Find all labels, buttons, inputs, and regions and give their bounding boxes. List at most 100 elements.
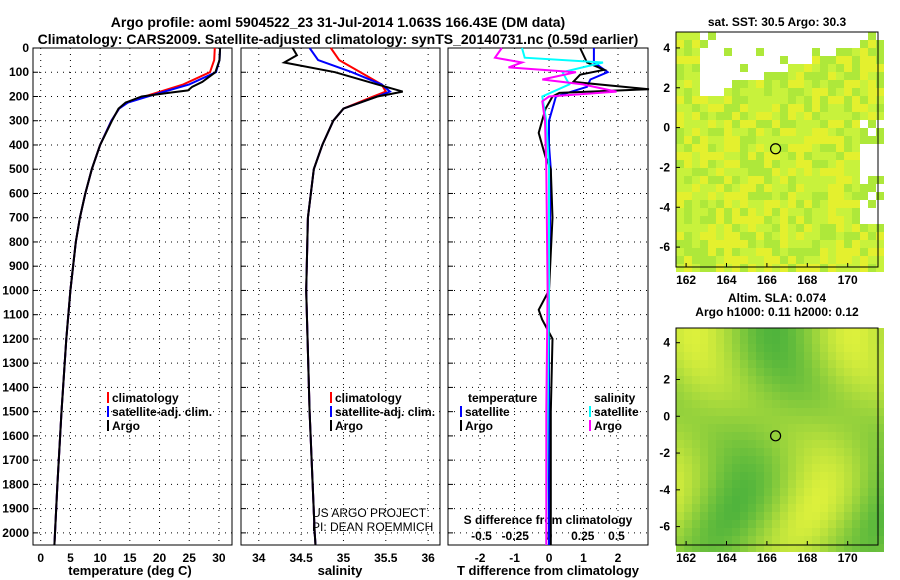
map-cell [724, 352, 732, 360]
map-cell [860, 88, 868, 96]
map-cell [764, 480, 772, 488]
map-cell [820, 240, 828, 248]
map-cell [684, 336, 692, 344]
map-cell [764, 416, 772, 424]
legend-label: climatology [112, 391, 179, 405]
map-cell [812, 64, 820, 72]
map-cell [876, 240, 884, 248]
map-cell [700, 160, 708, 168]
map-cell [812, 200, 820, 208]
map-cell [692, 408, 700, 416]
map-cell [868, 80, 876, 88]
map-cell [764, 456, 772, 464]
map-cell [844, 232, 852, 240]
map-cell [804, 496, 812, 504]
map-cell [740, 152, 748, 160]
map-cell [868, 400, 876, 408]
map-cell [828, 360, 836, 368]
map-cell [788, 264, 796, 272]
map-cell [804, 416, 812, 424]
map-cell [708, 192, 716, 200]
map-cell [740, 104, 748, 112]
map-cell [692, 472, 700, 480]
map-cell [716, 240, 724, 248]
map-cell [756, 504, 764, 512]
map-cell [676, 448, 684, 456]
map-cell [748, 160, 756, 168]
map-cell [684, 64, 692, 72]
map-cell [684, 120, 692, 128]
map-cell [748, 96, 756, 104]
map-cell [780, 72, 788, 80]
map-cell [732, 128, 740, 136]
map-cell [740, 520, 748, 528]
map-cell [876, 408, 884, 416]
map-ytick-label: -6 [659, 240, 670, 254]
map-cell [860, 496, 868, 504]
map-cell [788, 544, 796, 552]
map-cell [708, 224, 716, 232]
map-cell [812, 128, 820, 136]
map-cell [772, 464, 780, 472]
map-cell [740, 64, 748, 72]
map-cell [764, 544, 772, 552]
map-cell [804, 464, 812, 472]
map-cell [756, 384, 764, 392]
map-cell [732, 352, 740, 360]
map-cell [868, 376, 876, 384]
map-cell [804, 344, 812, 352]
map-cell [708, 96, 716, 104]
map-cell [740, 144, 748, 152]
map-cell [756, 104, 764, 112]
map-cell [852, 392, 860, 400]
map-cell [724, 176, 732, 184]
map-cell [716, 488, 724, 496]
map-cell [724, 536, 732, 544]
legend-label: satellite-adj. clim. [335, 405, 435, 419]
map-cell [708, 208, 716, 216]
map-cell [676, 88, 684, 96]
project-annotation: US ARGO PROJECT [312, 506, 427, 520]
map-cell [700, 96, 708, 104]
map-cell [788, 424, 796, 432]
map-cell [724, 48, 732, 56]
legend-label: Argo [335, 419, 363, 433]
map-cell [812, 144, 820, 152]
map-cell [716, 184, 724, 192]
map-cell [700, 456, 708, 464]
map-cell [732, 384, 740, 392]
map-cell [868, 392, 876, 400]
map-cell [764, 440, 772, 448]
map-cell [844, 80, 852, 88]
map-cell [724, 360, 732, 368]
map-cell [844, 472, 852, 480]
map-cell [740, 416, 748, 424]
map-cell [844, 392, 852, 400]
map-cell [852, 264, 860, 272]
map-cell [692, 384, 700, 392]
map-cell [788, 496, 796, 504]
map-cell [836, 528, 844, 536]
map-cell [844, 368, 852, 376]
map-cell [804, 536, 812, 544]
map-cell [716, 200, 724, 208]
map-cell [796, 464, 804, 472]
map-cell [732, 184, 740, 192]
map-cell [732, 424, 740, 432]
map-cell [820, 72, 828, 80]
map-cell [860, 336, 868, 344]
map-cell [868, 528, 876, 536]
map-cell [732, 416, 740, 424]
map-cell [692, 240, 700, 248]
map-cell [692, 112, 700, 120]
map-cell [852, 232, 860, 240]
map-cell [780, 424, 788, 432]
map-cell [756, 416, 764, 424]
map-cell [756, 392, 764, 400]
map-cell [740, 256, 748, 264]
map-cell [684, 176, 692, 184]
map-cell [876, 224, 884, 232]
map-cell [692, 544, 700, 552]
map-cell [740, 112, 748, 120]
map-cell [756, 448, 764, 456]
